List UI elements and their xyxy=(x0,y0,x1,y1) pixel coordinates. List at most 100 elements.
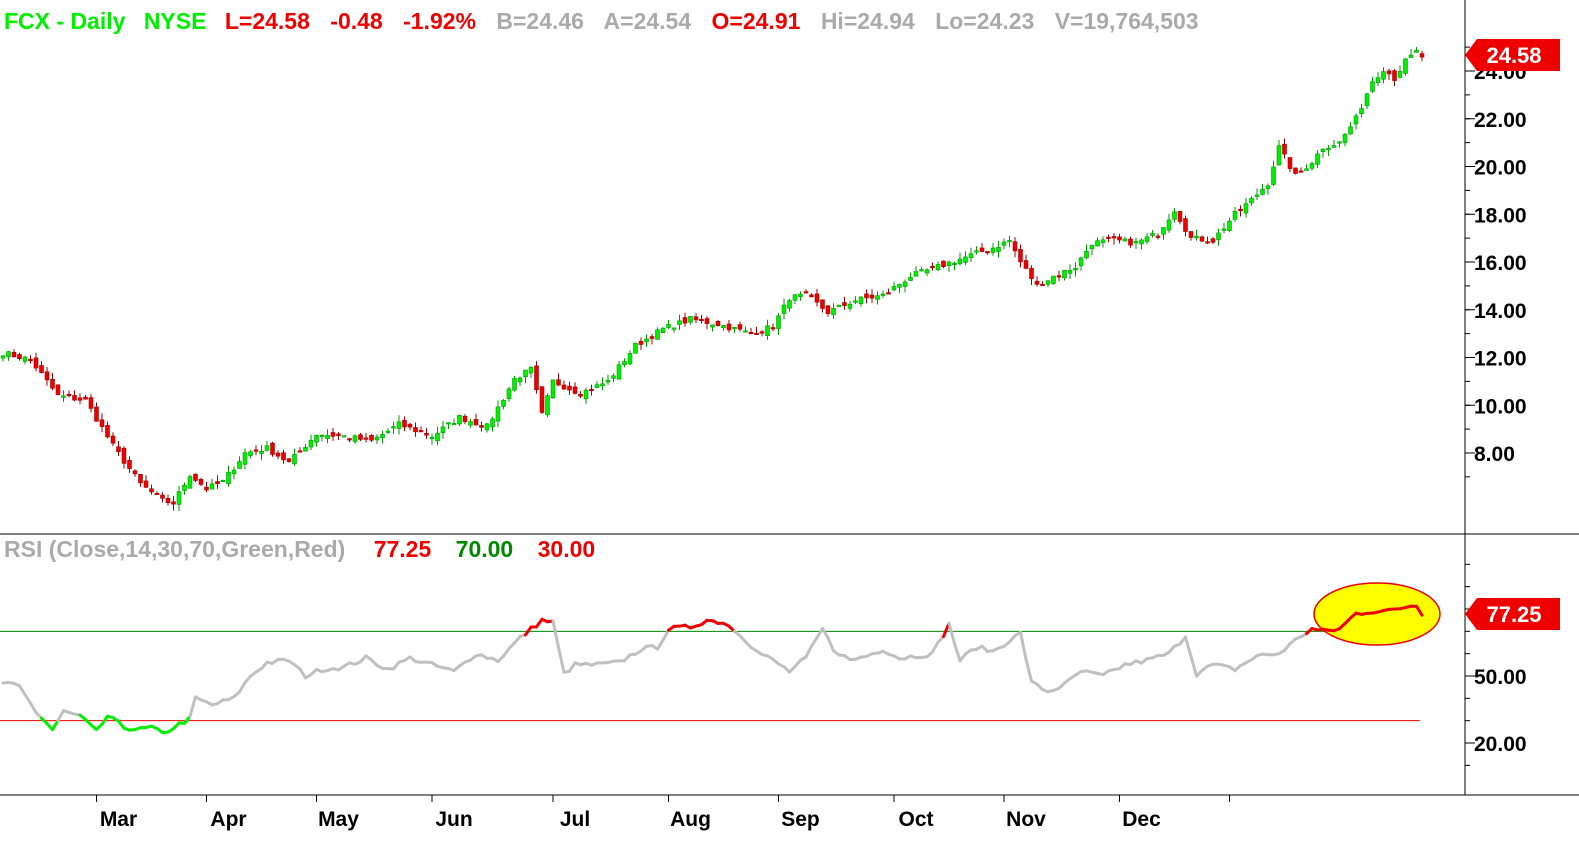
candle-body xyxy=(682,317,688,324)
candle-body xyxy=(787,300,792,309)
candle-body xyxy=(171,501,176,505)
candle xyxy=(1029,265,1034,286)
candle-body xyxy=(1238,208,1243,212)
rsi-segment xyxy=(23,693,32,705)
candle-body xyxy=(1029,267,1034,280)
candle-body xyxy=(325,435,330,439)
candle-body xyxy=(369,435,374,441)
candle-body xyxy=(501,399,506,407)
candle-body xyxy=(1150,233,1155,236)
price-tick-label: 20.00 xyxy=(1474,157,1527,180)
candle xyxy=(792,293,798,305)
candle-body xyxy=(858,296,864,305)
candle-body xyxy=(154,492,160,496)
candle xyxy=(528,366,534,378)
candle xyxy=(303,443,308,452)
candle-body xyxy=(1232,211,1238,220)
candle xyxy=(204,481,209,493)
candle-body xyxy=(308,439,314,448)
candle xyxy=(891,281,897,292)
candle xyxy=(198,477,204,487)
candle-body xyxy=(121,447,127,464)
candle-body xyxy=(50,378,55,389)
candle xyxy=(1144,232,1150,245)
candle-body xyxy=(1265,185,1271,189)
candle-body xyxy=(847,303,853,309)
candle-body xyxy=(352,435,358,442)
candle-body xyxy=(1012,241,1018,252)
candle xyxy=(396,415,402,435)
price-tick-label: 18.00 xyxy=(1474,204,1527,227)
rsi-segment xyxy=(56,709,65,722)
candle-body xyxy=(550,379,556,399)
candle xyxy=(484,422,490,433)
candle xyxy=(237,456,242,469)
candle xyxy=(132,469,138,477)
ask-label: A=24.54 xyxy=(604,8,692,34)
candle-body xyxy=(396,421,402,429)
candle-body xyxy=(743,330,748,333)
candle xyxy=(99,413,105,433)
candle xyxy=(468,418,473,428)
candle xyxy=(622,358,627,368)
candle xyxy=(1051,275,1056,285)
candle xyxy=(1177,211,1183,225)
candle xyxy=(22,355,28,365)
candle xyxy=(561,380,567,390)
candle-body xyxy=(886,292,891,295)
candle xyxy=(1166,213,1172,233)
candle xyxy=(1419,50,1425,62)
candle xyxy=(1359,103,1364,118)
rsi-segment xyxy=(1019,630,1028,661)
last-price-label: L=24.58 xyxy=(225,8,310,34)
month-label: Dec xyxy=(1122,808,1161,831)
candle xyxy=(1111,233,1117,245)
candle-body xyxy=(1194,235,1199,239)
price-tick-label: 10.00 xyxy=(1474,395,1527,418)
candle xyxy=(864,289,869,304)
candle xyxy=(264,440,270,452)
candle-body xyxy=(567,385,572,391)
candle xyxy=(913,266,919,277)
candle-body xyxy=(853,300,858,303)
candle xyxy=(886,288,891,295)
candle-body xyxy=(556,379,561,386)
candle-body xyxy=(198,478,204,485)
candle xyxy=(105,421,110,439)
candle-body xyxy=(974,250,979,253)
candle-body xyxy=(1106,236,1111,239)
candle-body xyxy=(952,262,957,266)
candle-body xyxy=(864,293,869,299)
candle xyxy=(72,390,77,402)
price-candles xyxy=(0,47,1425,511)
candle-body xyxy=(226,471,231,484)
rsi-tick-label: 20.00 xyxy=(1474,733,1527,756)
candle-body xyxy=(479,425,484,428)
candle xyxy=(776,313,781,335)
candle xyxy=(996,240,1001,258)
candle xyxy=(1183,215,1188,237)
candle xyxy=(1056,270,1062,282)
candle-body xyxy=(468,421,473,426)
candle-body xyxy=(908,277,913,281)
candle-body xyxy=(545,395,550,416)
candle xyxy=(1238,205,1243,217)
candle-body xyxy=(1073,268,1078,271)
rsi-segment xyxy=(29,701,38,714)
candle xyxy=(1315,150,1320,168)
candle xyxy=(633,342,638,354)
candle xyxy=(391,421,396,434)
candle xyxy=(424,428,429,439)
candle xyxy=(545,393,550,418)
candle xyxy=(869,289,875,304)
candle-body xyxy=(1254,194,1260,197)
candle-body xyxy=(963,256,968,263)
candle xyxy=(336,432,341,441)
candle xyxy=(220,479,226,483)
candle xyxy=(594,381,600,388)
candle xyxy=(352,434,358,444)
candle-body xyxy=(1056,275,1062,278)
candle xyxy=(908,272,913,282)
candle xyxy=(935,261,941,272)
